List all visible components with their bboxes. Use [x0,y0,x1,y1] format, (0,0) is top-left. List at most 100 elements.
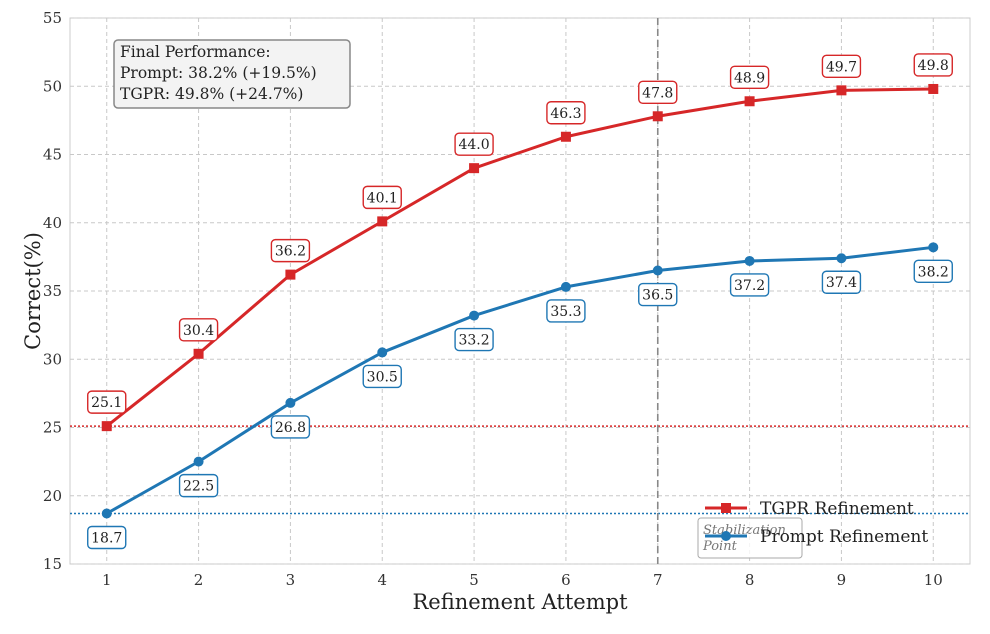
prompt-refinement-data-label: 35.3 [546,299,586,323]
prompt-refinement-data-label: 30.5 [362,364,402,389]
data-label-text: 38.2 [918,264,949,280]
y-tick-label: 40 [43,214,62,232]
tgpr-refinement-line [105,87,934,428]
prompt-refinement-data-label: 37.2 [729,273,770,297]
series-layer [101,83,939,519]
data-label-box [913,259,953,284]
tgpr-refinement-point [377,216,388,227]
y-tick-label: 55 [43,9,62,27]
data-label-text: 47.8 [642,85,673,101]
x-tick-label: 9 [837,571,847,589]
data-label-box [729,273,770,297]
data-label-box [821,54,862,79]
data-label-box [270,238,311,263]
tgpr-refinement-data-label: 25.1 [87,390,127,414]
x-tick-label: 4 [377,571,387,589]
data-label-box [913,53,953,77]
tgpr-refinement-data-label: 49.8 [913,53,953,77]
data-label-box [87,390,127,414]
data-label-box [638,282,678,307]
prompt-refinement-data-label: 38.2 [913,259,953,284]
data-label-box [454,132,494,156]
data-label-box [546,101,586,125]
prompt-refinement-data-label: 22.5 [178,473,219,498]
tgpr-refinement-point [928,83,939,94]
tgpr-refinement-data-label: 30.4 [178,318,219,342]
data-label-text: 36.2 [275,244,306,260]
prompt-refinement-point [377,347,388,358]
data-label-box [821,270,862,294]
stabilization-frame [697,517,803,559]
data-label-text: 30.5 [367,369,398,385]
prompt-refinement-data-label: 26.8 [270,415,311,439]
x-tick-label: 10 [924,571,943,589]
data-label-box [87,525,127,550]
y-tick-label: 15 [43,555,62,573]
data-label-text: 46.3 [550,106,581,122]
prompt-refinement-line [105,245,934,515]
info-box-line-2: Prompt: 38.2% (+19.5%) [120,64,317,82]
prompt-refinement-point [836,253,847,264]
prompt-refinement-data-label: 33.2 [454,327,494,352]
data-label-text: 33.2 [458,333,489,349]
data-label-box [178,318,219,342]
x-tick-label: 2 [194,571,204,589]
stabilization-line-2: Point [702,539,738,554]
x-tick-label: 3 [286,571,296,589]
data-label-text: 49.7 [826,59,857,75]
legend: TGPR Refinement Prompt Refinement [705,499,928,547]
y-tick-label: 30 [43,350,62,368]
prompt-refinement-point [744,255,755,266]
data-label-text: 18.7 [91,530,122,546]
data-label-text: 48.9 [734,70,765,86]
data-label-box [454,327,494,352]
data-label-box [638,80,678,104]
tgpr-refinement-point [101,421,112,432]
info-box: Final Performance: Prompt: 38.2% (+19.5%… [113,39,351,109]
legend-prompt-marker [721,531,731,541]
tgpr-refinement-point [193,348,204,359]
info-box-frame [113,39,351,109]
tgpr-refinement-point [469,163,480,174]
tgpr-refinement-data-label: 36.2 [270,238,311,263]
data-label-text: 25.1 [91,395,122,411]
y-axis-title: Correct(%) [21,232,45,350]
prompt-refinement-data-label: 36.5 [638,282,678,307]
data-label-box [362,185,402,210]
prompt-refinement-point [560,281,571,292]
y-tick-label: 20 [43,487,62,505]
data-label-text: 40.1 [367,190,398,206]
prompt-refinement-point [928,242,939,253]
tgpr-refinement-point [836,85,847,96]
data-label-text: 49.8 [918,58,949,74]
y-tick-label: 25 [43,419,62,437]
tgpr-refinement-point [285,269,296,280]
data-label-box [546,299,586,323]
tgpr-refinement-data-label: 46.3 [546,101,586,125]
data-label-text: 30.4 [183,323,214,339]
x-axis-title: Refinement Attempt [412,590,628,614]
data-label-box [362,364,402,389]
tgpr-refinement-point [652,111,663,122]
tgpr-refinement-data-label: 44.0 [454,132,494,156]
info-box-line-1: Final Performance: [120,43,271,61]
data-label-box [178,473,219,498]
legend-tgpr-marker [721,503,731,513]
data-label-text: 37.2 [734,278,765,294]
tgpr-refinement-data-label: 49.7 [821,54,862,79]
y-tick-label: 35 [43,282,62,300]
x-tick-label: 5 [469,571,479,589]
prompt-refinement-point [469,310,480,321]
prompt-refinement-point [652,265,663,276]
prompt-refinement-point [285,397,296,408]
data-label-text: 36.5 [642,288,673,304]
data-label-box [270,415,311,439]
data-label-box [729,65,770,89]
x-tick-label: 1 [102,571,112,589]
x-tick-label: 7 [653,571,663,589]
y-tick-label: 50 [43,77,62,95]
prompt-refinement-data-label: 37.4 [821,270,862,294]
data-labels: 25.1 30.4 36.2 40.1 44.0 46.3 47.8 48.9 49.7 49.8… [87,53,953,550]
